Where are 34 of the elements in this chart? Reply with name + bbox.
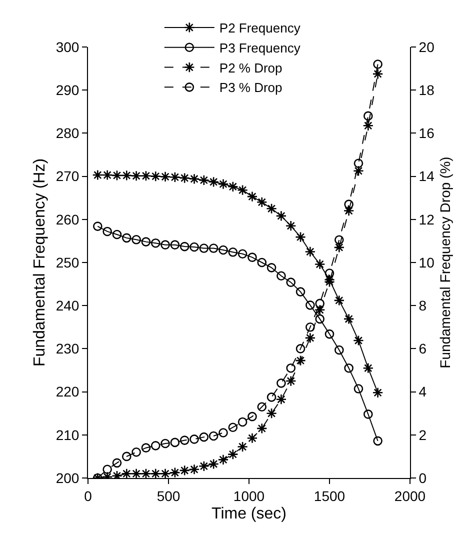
y2-axis-title: Fundamental Frequency Drop (%) <box>436 156 453 368</box>
y2-tick-label: 8 <box>418 298 427 314</box>
y-tick-label: 250 <box>56 254 80 270</box>
y-tick-label: 260 <box>56 211 80 228</box>
y2-tick-label: 12 <box>418 211 435 228</box>
y-tick-label: 300 <box>56 38 80 55</box>
legend-label: P3 Frequency <box>219 40 301 56</box>
y2-tick-label: 0 <box>418 470 427 486</box>
y-tick-label: 280 <box>56 125 80 142</box>
x-tick-label: 1500 <box>314 488 346 504</box>
y-tick-label: 290 <box>56 82 80 98</box>
legend-label: P2 Frequency <box>219 20 301 36</box>
x-tick-label: 2000 <box>394 488 426 504</box>
y-tick-label: 200 <box>56 470 80 486</box>
x-tick-label: 0 <box>84 488 92 504</box>
x-tick-label: 1000 <box>233 488 265 504</box>
y2-tick-label: 6 <box>418 340 427 357</box>
y-tick-label: 210 <box>56 426 80 443</box>
y2-tick-label: 16 <box>418 125 435 142</box>
y-tick-label: 220 <box>56 384 80 400</box>
y2-tick-label: 4 <box>418 384 427 400</box>
y2-tick-label: 14 <box>418 168 435 184</box>
y-tick-label: 270 <box>56 168 80 184</box>
y-tick-label: 230 <box>56 340 80 357</box>
legend-label: P2 % Drop <box>219 60 282 76</box>
y2-tick-label: 2 <box>418 426 427 443</box>
y2-tick-label: 20 <box>418 38 435 55</box>
x-tick-label: 500 <box>156 488 180 504</box>
y2-tick-label: 10 <box>418 254 435 270</box>
y-axis-title: Fundamental Frequency (Hz) <box>32 158 49 367</box>
legend-label: P3 % Drop <box>219 80 282 96</box>
y2-tick-label: 18 <box>418 82 435 98</box>
y-tick-label: 240 <box>56 298 80 314</box>
x-axis-title: Time (sec) <box>212 506 286 522</box>
